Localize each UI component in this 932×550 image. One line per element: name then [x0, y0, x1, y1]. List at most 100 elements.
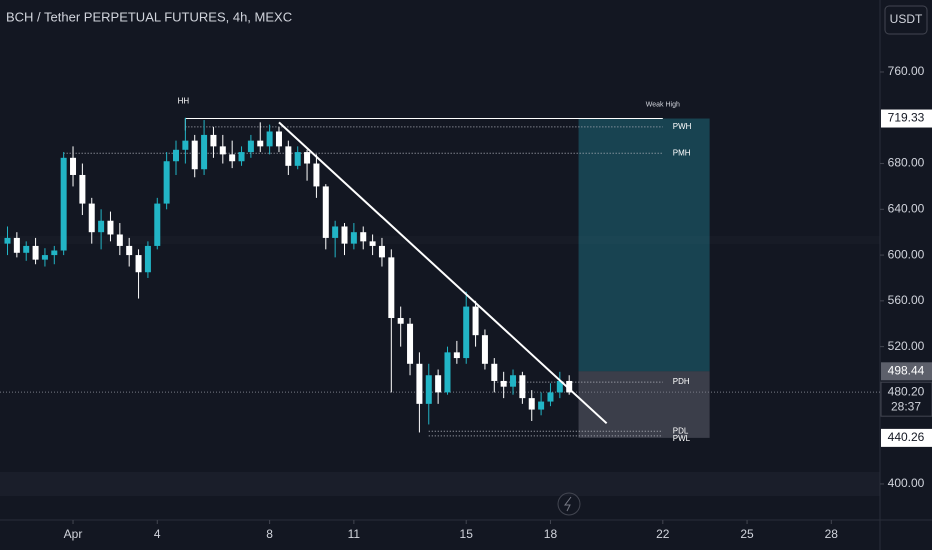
candle-body [528, 398, 535, 410]
x-tick-label: 11 [348, 527, 361, 541]
candle-body [444, 352, 451, 393]
weak-high-label: Weak High [646, 101, 680, 108]
candle-body [547, 392, 554, 402]
candle-body [472, 306, 479, 336]
candle-body [135, 255, 142, 273]
chart-title: BCH / Tether PERPETUAL FUTURES, 4h, MEXC [6, 9, 292, 24]
level-label: PMH [673, 148, 691, 157]
currency-label[interactable]: USDT [890, 12, 923, 26]
candle-body [173, 149, 179, 162]
y-tick-label: 400.00 [888, 476, 925, 490]
candle-body [88, 203, 95, 233]
candle-body [341, 226, 348, 244]
candle-body [98, 220, 105, 233]
price-tag-label: 498.44 [888, 363, 925, 377]
candle-body [369, 241, 376, 246]
candle-body [60, 157, 67, 251]
y-tick-label: 600.00 [888, 247, 925, 261]
candle-body [79, 174, 86, 204]
x-tick-label: 18 [544, 527, 558, 541]
hh-label: HH [178, 97, 190, 106]
x-tick-label: 22 [656, 527, 670, 541]
stop-zone [578, 371, 710, 438]
y-tick-label: 640.00 [888, 201, 925, 215]
candle-body [266, 131, 273, 147]
level-label: PDH [673, 377, 690, 386]
candle-body [210, 134, 217, 147]
candle-body [556, 380, 563, 393]
candle-body [378, 245, 385, 258]
y-tick-label: 680.00 [888, 156, 925, 170]
band [0, 472, 880, 496]
candle-body [322, 186, 329, 238]
candle-body [144, 245, 151, 273]
candle-body [463, 306, 470, 359]
level-label: PWH [673, 122, 692, 131]
candle-body [116, 234, 123, 246]
countdown: 28:37 [891, 399, 921, 413]
candle-body [425, 375, 432, 404]
candle-body [397, 318, 404, 324]
candle-body [491, 363, 498, 381]
candle-body [510, 375, 517, 387]
icon[interactable] [557, 492, 581, 516]
candle-body [13, 237, 20, 253]
candle-body [201, 134, 208, 170]
level-label: PWL [673, 434, 691, 443]
candle-body [154, 203, 161, 246]
candle-body [238, 152, 245, 162]
candle-body [32, 245, 39, 260]
y-tick-label: 560.00 [888, 293, 925, 307]
price-tag [881, 109, 932, 128]
x-tick-label: 25 [740, 527, 754, 541]
candle-body [453, 352, 460, 359]
y-tick-label: 520.00 [888, 339, 925, 353]
candle-body [481, 335, 488, 364]
candle-body [388, 257, 395, 319]
x-tick-label: 4 [154, 527, 161, 541]
band [0, 236, 880, 244]
candle-body [294, 152, 301, 166]
candle-body [332, 226, 339, 238]
candle-body [51, 250, 58, 256]
candle-body [500, 380, 507, 387]
x-tick-label: 15 [460, 527, 474, 541]
candle-body [360, 232, 367, 242]
y-tick-label: 760.00 [888, 64, 925, 78]
candle-body [70, 157, 77, 175]
candle-body [313, 163, 320, 187]
currency-button[interactable] [884, 5, 928, 35]
price-tag-label: 480.20 [888, 384, 925, 398]
candle-body [4, 237, 11, 244]
icon [564, 496, 572, 512]
candle-body [350, 232, 357, 244]
candle-body [275, 131, 282, 147]
candle-body [257, 140, 264, 147]
candle-body [435, 375, 442, 393]
candle-body [229, 154, 236, 162]
price-tag [881, 362, 932, 381]
candle-body [416, 363, 423, 404]
candle-body [23, 245, 30, 253]
candle-body [285, 146, 292, 166]
candle-body [41, 255, 48, 260]
price-tag-label: 719.33 [888, 111, 925, 125]
candle-body [126, 245, 133, 256]
candle-body [163, 161, 170, 204]
trend-line [278, 121, 608, 425]
price-tag [881, 428, 932, 447]
candle-body [191, 140, 198, 170]
level-label: PDL [673, 426, 689, 435]
candle-body [407, 323, 414, 364]
candle-body [219, 146, 226, 155]
target-zone [578, 118, 710, 372]
candle-body [538, 401, 545, 410]
x-tick-label: Apr [64, 527, 83, 541]
candle-body [182, 140, 189, 150]
candle-body [566, 380, 573, 393]
x-tick-label: 28 [825, 527, 839, 541]
price-tag-label: 440.26 [888, 430, 925, 444]
candle-body [107, 220, 114, 235]
price-tag [880, 381, 932, 417]
